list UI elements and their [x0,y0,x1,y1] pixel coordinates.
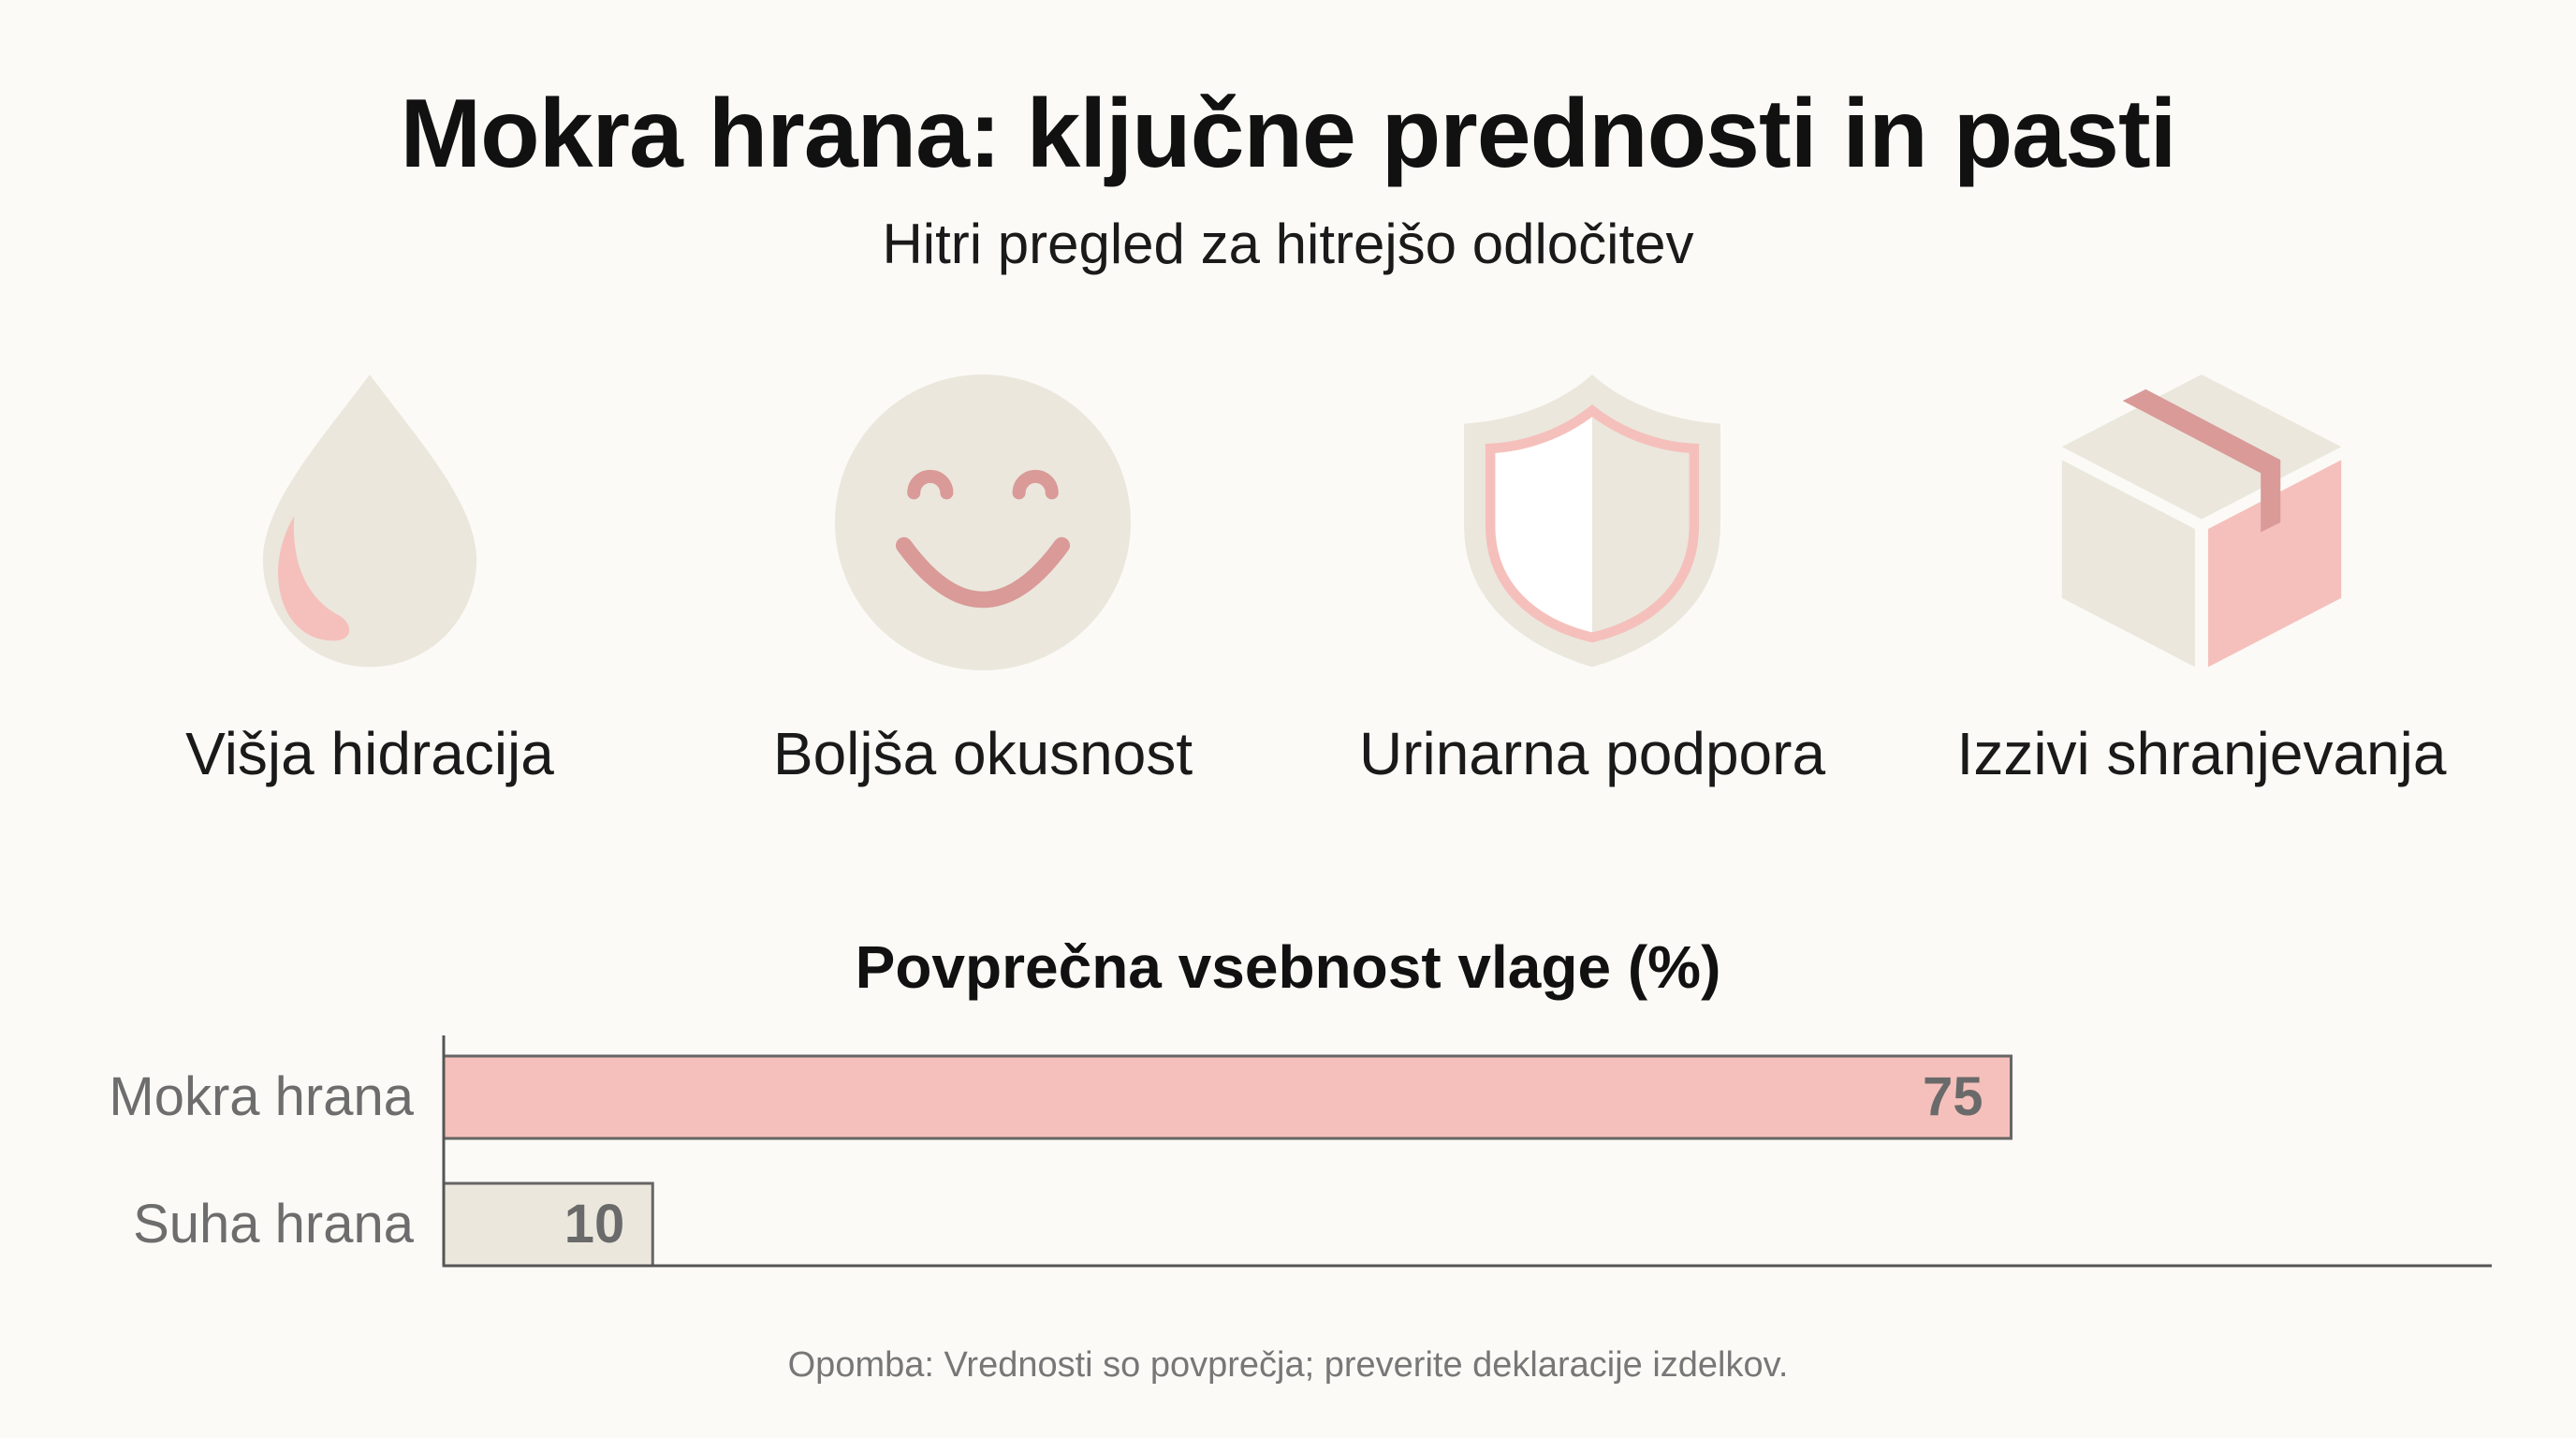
water-drop-icon [262,374,477,668]
feature-storage: Izzivi shranjevanja [1902,374,2501,788]
footnote: Opomba: Vrednosti so povprečja; preverit… [787,1345,1789,1385]
feature-hydration: Višja hidracija [70,374,669,788]
feature-urinary: Urinarna podpora [1293,374,1892,788]
page-subtitle: Hitri pregled za hitrejšo odločitev [882,213,1694,275]
feature-label: Izzivi shranjevanja [1956,720,2447,787]
feature-label: Urinarna podpora [1358,720,1826,787]
category-label-wet: Mokra hrana [109,1066,414,1127]
value-label-dry: 10 [564,1194,625,1255]
shield-icon [1464,374,1720,668]
category-label-dry: Suha hrana [133,1194,414,1255]
smiley-face-icon [835,374,1131,670]
feature-label: Višja hidracija [185,720,554,787]
chart-title: Povprečna vsebnost vlage (%) [855,933,1721,1001]
page-title: Mokra hrana: ključne prednosti in pasti [400,80,2177,188]
box-icon [2061,374,2342,668]
bar-dry [442,1181,654,1268]
feature-palatability: Boljša okusnost [683,374,1282,788]
feature-label: Boljša okusnost [772,720,1193,787]
value-label-wet: 75 [1922,1066,1983,1127]
bar-wet [442,1054,2012,1140]
